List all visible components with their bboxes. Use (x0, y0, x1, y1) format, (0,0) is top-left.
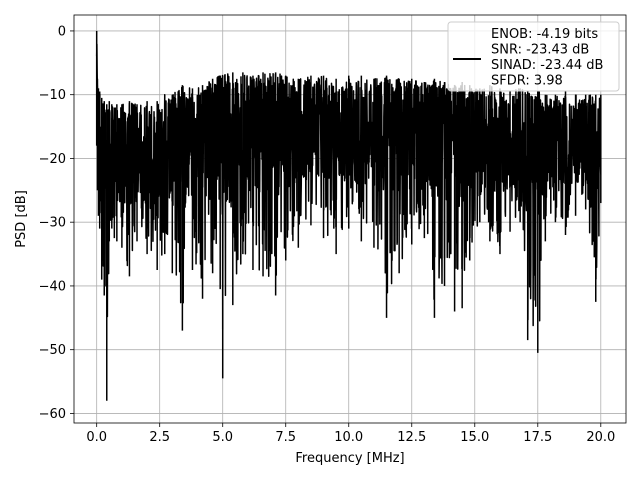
x-tick-label: 10.0 (334, 430, 363, 445)
y-tick-label: 0 (58, 24, 66, 39)
plot-frame (73, 14, 627, 424)
x-axis-label: Frequency [MHz] (295, 451, 404, 466)
y-tick-label: −20 (39, 152, 66, 167)
x-tick-label: 7.5 (275, 430, 296, 445)
y-tick-label: −40 (39, 279, 66, 294)
series-layer (95, 30, 602, 401)
x-tick-label: 0.0 (86, 430, 107, 445)
legend-sfdr: SFDR: 3.98 (491, 74, 563, 89)
x-tick-label: 5.0 (212, 430, 233, 445)
y-axis: 0 −10 −20 −30 −40 −50 −60 (39, 24, 74, 422)
y-tick-label: −10 (39, 88, 66, 103)
x-axis: 0.0 2.5 5.0 7.5 10.0 12.5 15.0 17.5 20.0 (86, 423, 615, 445)
legend-snr: SNR: -23.43 dB (491, 43, 589, 58)
x-tick-label: 12.5 (397, 430, 426, 445)
legend-enob: ENOB: -4.19 bits (491, 27, 598, 42)
x-tick-label: 17.5 (523, 430, 552, 445)
y-tick-label: −30 (39, 216, 66, 231)
legend-sinad: SINAD: -23.44 dB (491, 58, 603, 73)
y-axis-label: PSD [dB] (14, 190, 29, 248)
y-tick-label: −50 (39, 343, 66, 358)
legend: ENOB: -4.19 bits SNR: -23.43 dB SINAD: -… (447, 21, 620, 92)
legend-box (447, 21, 620, 92)
y-tick-label: −60 (39, 407, 66, 422)
x-tick-label: 15.0 (460, 430, 489, 445)
x-tick-label: 20.0 (586, 430, 615, 445)
x-tick-label: 2.5 (149, 430, 170, 445)
